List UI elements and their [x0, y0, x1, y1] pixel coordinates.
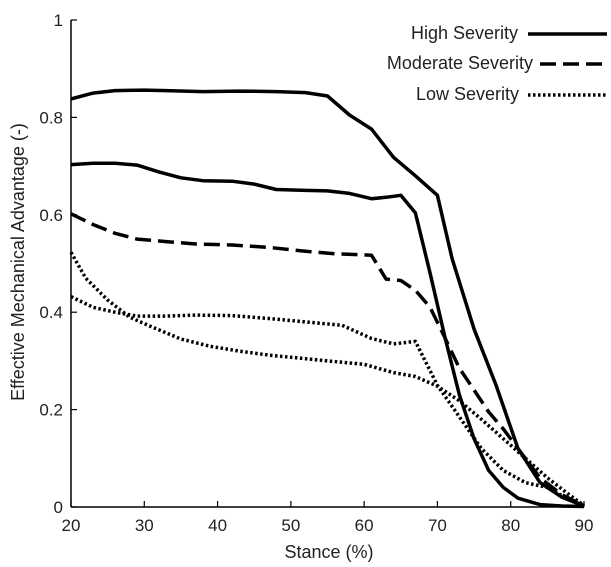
series-line-moderate-severity-2 — [70, 212, 585, 508]
x-tick-label: 60 — [355, 516, 374, 535]
y-tick-label: 0.8 — [39, 108, 63, 127]
legend-label-high-severity: High Severity — [411, 23, 518, 43]
axes — [70, 20, 584, 508]
y-axis-label: Effective Mechanical Advantage (-) — [8, 123, 28, 401]
x-tick-label: 30 — [135, 516, 154, 535]
x-tick-label: 80 — [501, 516, 520, 535]
y-tick-label: 0 — [54, 498, 63, 517]
x-tick-label: 50 — [281, 516, 300, 535]
y-tick-label: 0.2 — [39, 401, 63, 420]
series-layer — [69, 88, 586, 509]
y-tick-label: 0.4 — [39, 303, 63, 322]
x-axis-label: Stance (%) — [284, 542, 373, 562]
series-line-low-severity-4 — [69, 251, 586, 507]
x-tick-label: 40 — [208, 516, 227, 535]
legend: High Severity Moderate Severity Low Seve… — [387, 23, 607, 104]
series-line-high-severity-0 — [70, 88, 585, 508]
series-line-high-severity-1 — [70, 161, 585, 509]
y-tick-label: 0.6 — [39, 206, 63, 225]
x-tick-label: 90 — [575, 516, 594, 535]
legend-label-low-severity: Low Severity — [416, 84, 519, 104]
y-tick-label: 1 — [54, 11, 63, 30]
x-tick-label: 70 — [428, 516, 447, 535]
series-line-low-severity-3 — [70, 295, 585, 508]
ticks: 20 30 40 50 60 70 80 90 0 0.2 0.4 0.6 0.8 1 — [39, 11, 593, 535]
legend-label-moderate-severity: Moderate Severity — [387, 53, 533, 73]
x-tick-label: 20 — [62, 516, 81, 535]
